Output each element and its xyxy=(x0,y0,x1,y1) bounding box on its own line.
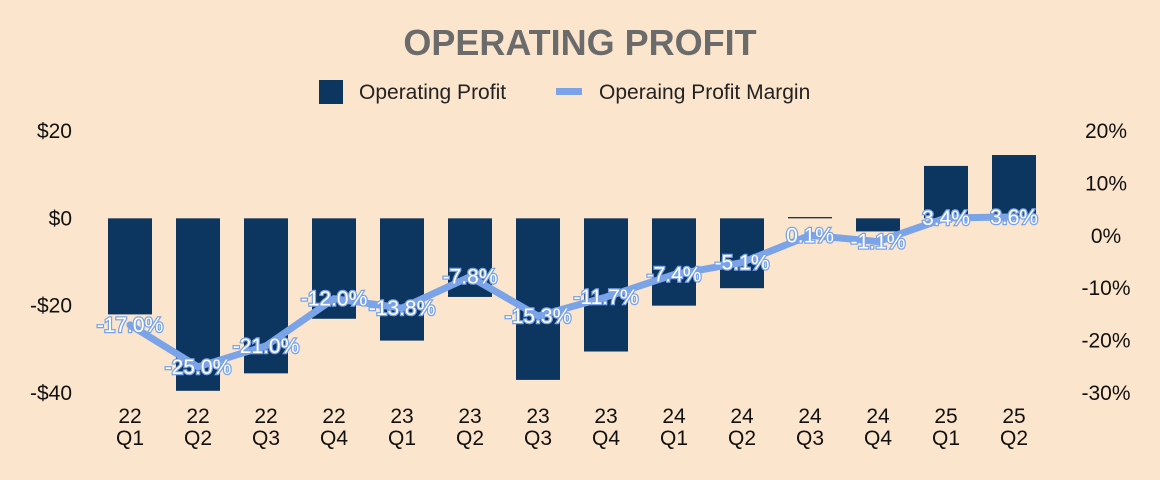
left-tick-label: $0 xyxy=(49,207,72,230)
bar-series xyxy=(108,155,1036,391)
category-label: 23 Q2 xyxy=(456,405,484,450)
chart-title: OPERATING PROFIT xyxy=(403,22,756,63)
left-axis: $20 $0 -$20 -$40 xyxy=(30,120,72,405)
category-label: 25 Q1 xyxy=(932,405,960,450)
category-label: 25 Q2 xyxy=(1000,405,1028,450)
category-label: 22 Q2 xyxy=(184,405,212,450)
category-label: 24 Q2 xyxy=(728,405,756,450)
margin-data-label: -7.4% xyxy=(647,264,702,287)
margin-data-label: -25.0% xyxy=(165,356,232,379)
legend-swatch-operating-profit xyxy=(319,80,343,104)
legend-swatch-margin xyxy=(556,88,582,95)
bar-24-q4 xyxy=(856,218,900,232)
left-tick-label: $20 xyxy=(37,120,72,143)
category-label: 22 Q1 xyxy=(116,405,144,450)
left-tick-label: -$20 xyxy=(30,295,72,318)
bar-25-q1 xyxy=(924,165,968,219)
margin-labels: -17.0%-25.0%-21.0% -12.0% -13.8% -7.8% -15.3… xyxy=(95,205,1039,380)
bar-25-q2 xyxy=(992,155,1036,219)
bar-24-q1 xyxy=(652,218,696,306)
legend-label-operating-profit: Operating Profit xyxy=(359,81,506,104)
right-tick-label: 0% xyxy=(1091,225,1121,248)
legend-label-margin: Operaing Profit Margin xyxy=(599,81,810,104)
margin-data-label: -12.0% xyxy=(301,288,368,311)
margin-data-label: -13.8% xyxy=(369,297,436,320)
right-tick-label: -30% xyxy=(1081,382,1130,405)
bar-24-q3 xyxy=(788,217,832,219)
right-tick-label: -10% xyxy=(1081,277,1130,300)
category-label: 24 Q3 xyxy=(796,405,824,450)
category-label: 22 Q3 xyxy=(252,405,280,450)
legend: Operating Profit Operaing Profit Margin xyxy=(319,80,810,104)
margin-data-label: -17.0% xyxy=(97,314,164,337)
category-label: 23 Q4 xyxy=(592,405,620,450)
margin-data-label: 0.1% xyxy=(786,224,834,247)
right-tick-label: -20% xyxy=(1081,330,1130,353)
margin-line-series xyxy=(126,213,1018,371)
right-tick-label: 10% xyxy=(1085,172,1127,195)
margin-data-label: 3.6% xyxy=(990,206,1038,229)
bar-23-q1 xyxy=(380,218,424,341)
margin-data-label: -1.1% xyxy=(851,231,906,254)
bar-23-q3 xyxy=(516,218,560,380)
margin-data-label: -5.1% xyxy=(715,252,770,275)
right-axis: 20% 10% 0% -10% -20% -30% xyxy=(1081,120,1130,405)
margin-line xyxy=(126,213,1018,371)
margin-data-label: -21.0% xyxy=(233,335,300,358)
left-tick-label: -$40 xyxy=(30,382,72,405)
right-tick-label: 20% xyxy=(1085,120,1127,143)
category-label: 24 Q1 xyxy=(660,405,688,450)
bar-22-q1 xyxy=(108,218,152,315)
category-label: 24 Q4 xyxy=(864,405,892,450)
margin-data-label: 3.4% xyxy=(922,207,970,230)
category-axis: 22 Q1 22 Q2 22 Q3 22 Q4 23 Q1 23 Q2 23 Q3 23 Q4 24 Q1 24 Q2… xyxy=(116,405,1028,450)
category-label: 23 Q3 xyxy=(524,405,552,450)
category-label: 23 Q1 xyxy=(388,405,416,450)
margin-data-label: -7.8% xyxy=(443,266,498,289)
category-label: 22 Q4 xyxy=(320,405,348,450)
margin-data-label: -11.7% xyxy=(574,286,639,309)
bar-23-q4 xyxy=(584,218,628,352)
margin-data-label: -15.3% xyxy=(505,305,572,328)
